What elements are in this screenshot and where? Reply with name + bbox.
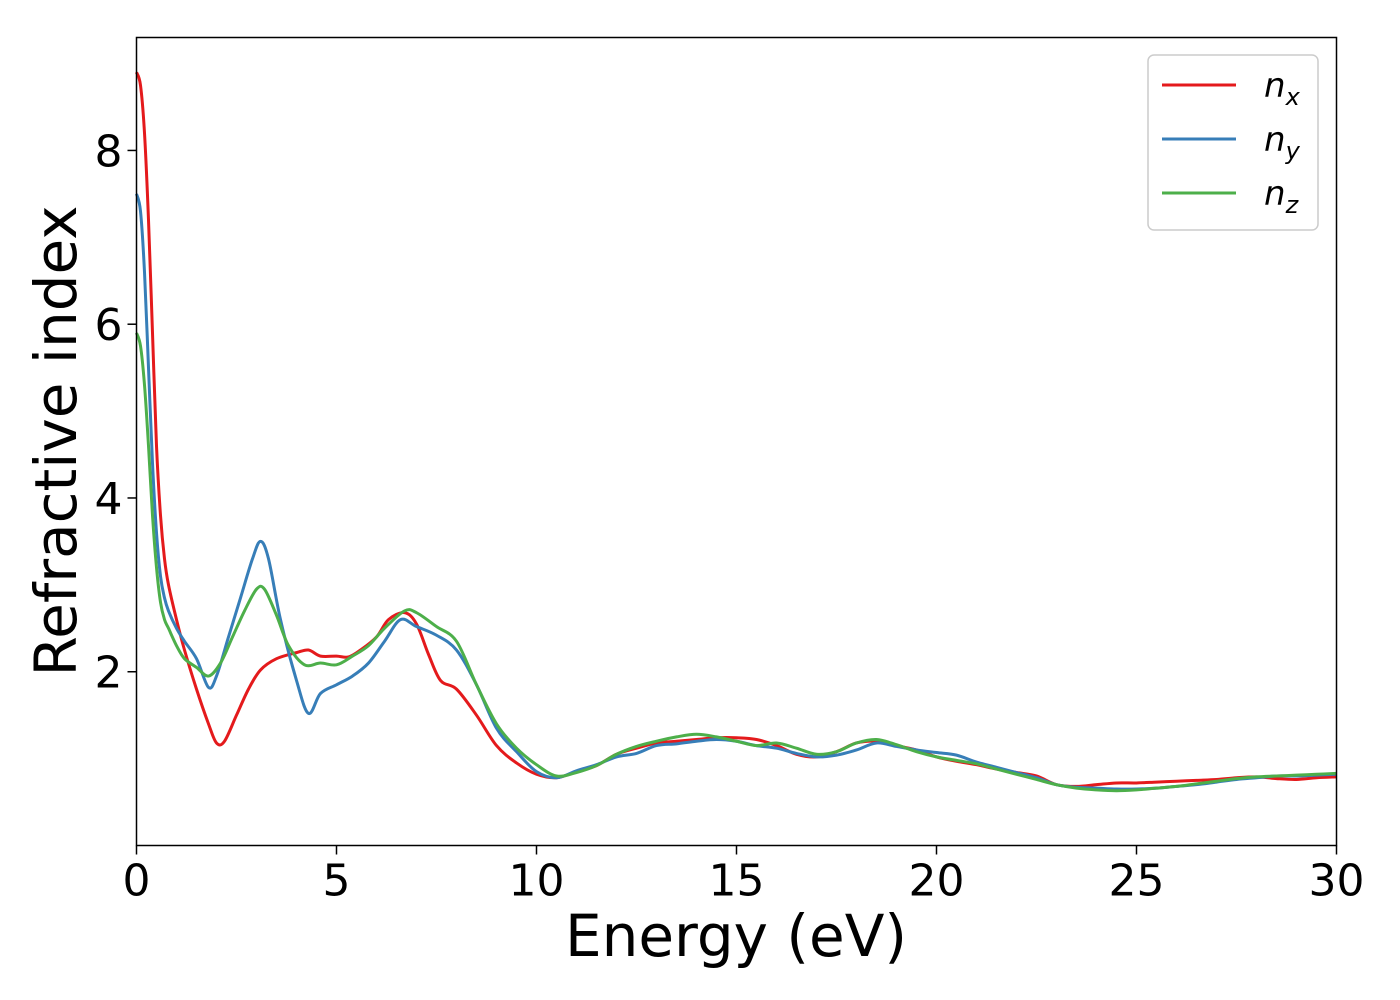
y-tick-label: 2: [95, 648, 123, 699]
y-tick-label: 4: [95, 474, 123, 525]
x-tick-label: 5: [323, 856, 351, 907]
series-line-ny: [135, 193, 1337, 791]
y-tick-label: 8: [95, 126, 123, 177]
x-axis: 0 5 10 15 20 25 30: [123, 845, 1365, 907]
x-tick-label: 15: [709, 856, 765, 907]
plot-area: [135, 71, 1337, 793]
x-axis-label: Energy (eV): [565, 902, 907, 970]
x-tick-label: 30: [1309, 856, 1365, 907]
y-tick-label: 6: [95, 300, 123, 351]
legend-box: [1147, 54, 1319, 231]
x-tick-label: 0: [123, 856, 151, 907]
y-axis: 2 4 6 8: [95, 126, 137, 699]
x-tick-label: 25: [1109, 856, 1165, 907]
y-axis-label: Refractive index: [22, 205, 90, 676]
series-line-nz: [135, 332, 1337, 793]
x-tick-label: 10: [509, 856, 565, 907]
x-tick-label: 20: [909, 856, 965, 907]
